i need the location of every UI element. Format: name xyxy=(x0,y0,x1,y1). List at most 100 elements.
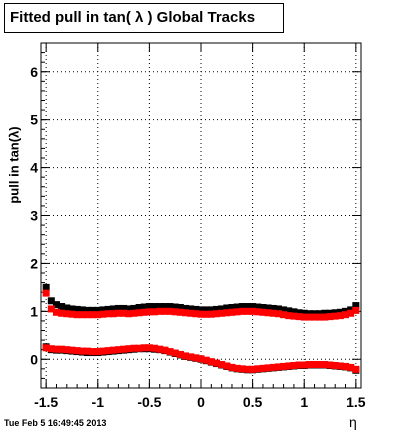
data-point xyxy=(316,361,324,369)
data-point xyxy=(176,350,184,358)
data-point xyxy=(290,308,298,316)
data-point xyxy=(311,313,319,321)
data-point xyxy=(73,305,81,313)
data-point xyxy=(321,361,329,369)
data-point xyxy=(336,312,344,320)
data-point xyxy=(233,308,241,316)
data-point xyxy=(259,304,267,311)
data-point xyxy=(212,305,220,313)
data-point xyxy=(140,344,148,352)
data-point xyxy=(156,345,164,353)
data-point xyxy=(295,361,303,369)
chart-title: Fitted pull in tan( λ ) Global Tracks xyxy=(10,9,256,26)
data-point xyxy=(331,312,339,320)
data-point xyxy=(145,308,153,316)
data-point xyxy=(243,307,251,315)
axis-ticks xyxy=(41,42,361,389)
data-point xyxy=(233,303,241,311)
data-point xyxy=(89,311,97,319)
data-point xyxy=(352,302,360,310)
data-point xyxy=(73,347,81,355)
data-point xyxy=(290,312,298,320)
data-point xyxy=(94,311,102,319)
data-point xyxy=(352,365,360,373)
data-point xyxy=(94,306,102,314)
data-point xyxy=(171,308,179,316)
data-point xyxy=(125,310,133,318)
data-point xyxy=(120,345,128,353)
data-point xyxy=(89,306,97,314)
data-point xyxy=(130,304,138,312)
data-point xyxy=(285,312,293,320)
data-point xyxy=(78,306,86,314)
data-point xyxy=(156,303,164,311)
data-point xyxy=(182,352,190,360)
data-point xyxy=(300,313,308,321)
data-point xyxy=(295,309,303,317)
data-point xyxy=(42,283,50,291)
data-point xyxy=(47,297,55,305)
footer-timestamp: Tue Feb 5 16:49:45 2013 xyxy=(4,418,107,428)
tick-labels: -1.5 -1 -0.5 0 0.5 1 1.5 0 1 2 3 4 5 6 xyxy=(30,64,366,410)
data-point xyxy=(192,305,200,313)
x-tick-label: -1 xyxy=(92,394,105,410)
y-tick-label: 5 xyxy=(30,112,38,128)
x-tick-label: -0.5 xyxy=(137,394,161,410)
data-points xyxy=(42,283,360,374)
data-point xyxy=(264,364,272,372)
data-point xyxy=(212,359,220,367)
data-point xyxy=(342,311,350,319)
data-point xyxy=(156,307,164,315)
data-point xyxy=(238,307,246,315)
data-point xyxy=(78,347,86,355)
data-point xyxy=(228,308,236,316)
data-point xyxy=(233,364,241,372)
data-point xyxy=(68,305,76,313)
data-point xyxy=(187,309,195,317)
data-point xyxy=(63,346,71,354)
data-point xyxy=(73,311,81,319)
data-point xyxy=(254,365,262,373)
data-point xyxy=(161,346,169,354)
data-point xyxy=(326,361,334,369)
data-point xyxy=(120,304,128,312)
data-point xyxy=(321,313,329,321)
y-tick-label: 3 xyxy=(30,208,38,224)
data-point xyxy=(114,304,122,312)
y-tick-label: 2 xyxy=(30,255,38,271)
data-point xyxy=(274,305,282,313)
data-point xyxy=(280,306,288,314)
data-point xyxy=(254,308,262,316)
data-point xyxy=(104,310,112,318)
data-point xyxy=(109,346,117,354)
data-point xyxy=(316,313,324,321)
data-point xyxy=(192,354,200,362)
data-point xyxy=(114,309,122,317)
data-point xyxy=(274,363,282,371)
data-point xyxy=(305,361,313,369)
data-point xyxy=(47,345,55,353)
data-point xyxy=(259,364,267,372)
data-point xyxy=(326,313,334,321)
data-point xyxy=(259,308,267,316)
data-point xyxy=(135,344,143,352)
y-tick-label: 1 xyxy=(30,303,38,319)
data-point xyxy=(68,310,76,318)
data-point xyxy=(249,365,257,373)
data-point xyxy=(99,306,107,314)
data-point xyxy=(238,365,246,373)
data-point xyxy=(151,303,159,311)
data-point xyxy=(264,309,272,317)
data-point xyxy=(228,363,236,371)
data-point xyxy=(130,309,138,317)
data-point xyxy=(161,307,169,315)
data-point xyxy=(207,306,215,314)
data-point xyxy=(202,356,210,364)
data-point xyxy=(58,345,66,353)
data-point xyxy=(78,311,86,319)
y-tick-label: 6 xyxy=(30,64,38,80)
data-point xyxy=(83,347,91,355)
data-point xyxy=(249,307,257,315)
data-point xyxy=(42,289,50,297)
